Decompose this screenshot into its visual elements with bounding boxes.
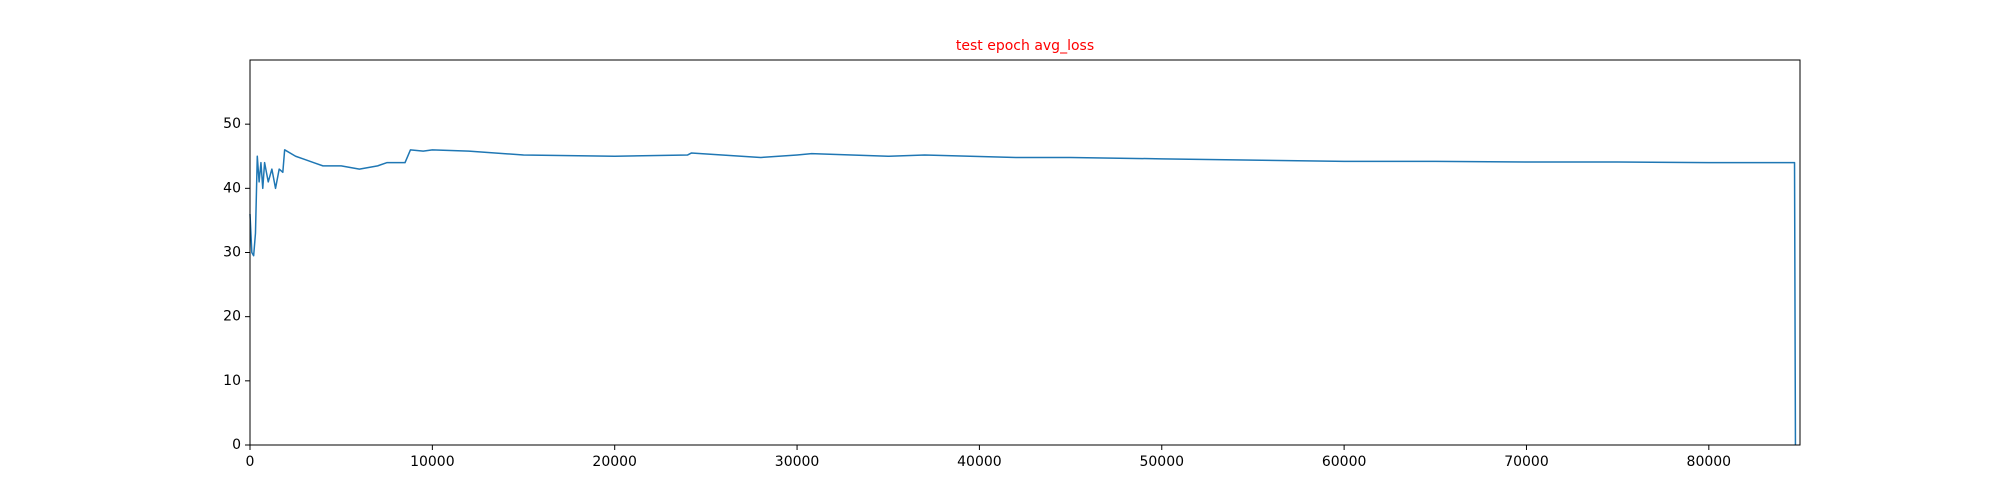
x-tick-label: 80000 <box>1687 454 1732 470</box>
plot-frame <box>249 59 1801 446</box>
x-tick-label: 20000 <box>592 454 637 470</box>
y-tick-label: 20 <box>223 309 241 325</box>
y-tick-label: 50 <box>223 116 241 132</box>
x-tick-label: 60000 <box>1322 454 1367 470</box>
chart-title: test epoch avg_loss <box>956 38 1094 54</box>
y-tick-label: 30 <box>223 245 241 261</box>
x-tick-label: 30000 <box>775 454 820 470</box>
x-tick-label: 50000 <box>1139 454 1184 470</box>
x-tick-label: 0 <box>246 454 255 470</box>
x-tick-label: 40000 <box>957 454 1002 470</box>
line-series <box>249 149 1797 446</box>
y-tick-label: 40 <box>223 180 241 196</box>
y-tick-label: 10 <box>223 373 241 389</box>
y-tick-label: 0 <box>232 437 241 453</box>
x-tick-label: 10000 <box>410 454 455 470</box>
x-tick-label: 70000 <box>1504 454 1549 470</box>
